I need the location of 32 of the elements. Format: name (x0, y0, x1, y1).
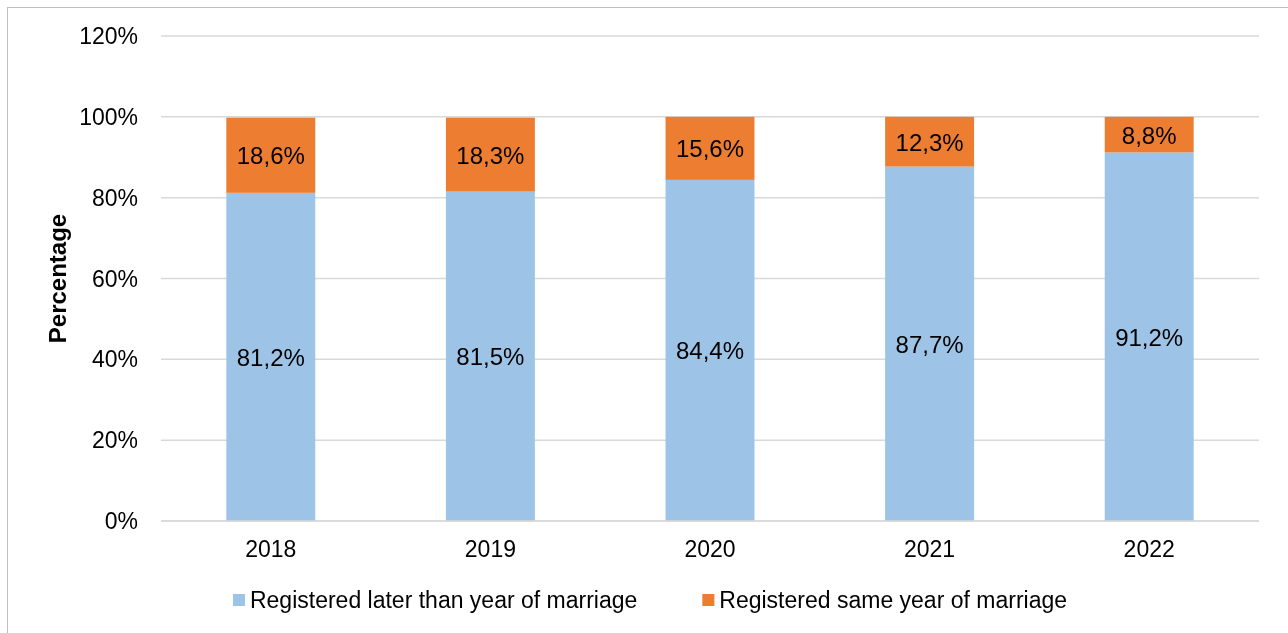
data-label: 18,3% (456, 141, 525, 169)
y-tick-label: 0% (104, 508, 138, 534)
bar (445, 191, 535, 521)
x-tick-label: 2022 (1123, 536, 1175, 562)
x-tick-label: 2021 (904, 536, 956, 562)
data-label: 91,2% (1115, 323, 1184, 351)
x-tick-label: 2020 (684, 536, 736, 562)
legend-label: Registered later than year of marriage (249, 587, 638, 613)
y-tick-label: 80% (91, 184, 138, 211)
bar (1104, 152, 1194, 521)
y-tick-label: 20% (91, 427, 138, 454)
y-tick-label: 40% (91, 346, 138, 373)
bar (665, 179, 755, 521)
bar (885, 166, 975, 521)
x-tick-label: 2018 (245, 536, 297, 562)
x-tick-label: 2019 (464, 536, 516, 562)
data-label: 87,7% (895, 330, 964, 358)
legend-label: Registered same year of marriage (719, 587, 1068, 613)
y-tick-label: 120% (79, 23, 138, 49)
data-label: 15,6% (675, 134, 745, 162)
data-label: 12,3% (895, 128, 964, 156)
data-label: 18,6% (236, 141, 305, 169)
data-label: 8,8% (1121, 121, 1177, 149)
data-label: 81,2% (236, 343, 305, 371)
bar (226, 192, 316, 521)
y-tick-label: 60% (91, 265, 138, 292)
bar (226, 117, 316, 193)
y-tick-label: 100% (79, 103, 138, 130)
y-axis-title: Percentage (43, 213, 71, 344)
data-label: 84,4% (675, 336, 745, 364)
bar (445, 117, 535, 192)
data-label: 81,5% (456, 342, 525, 370)
